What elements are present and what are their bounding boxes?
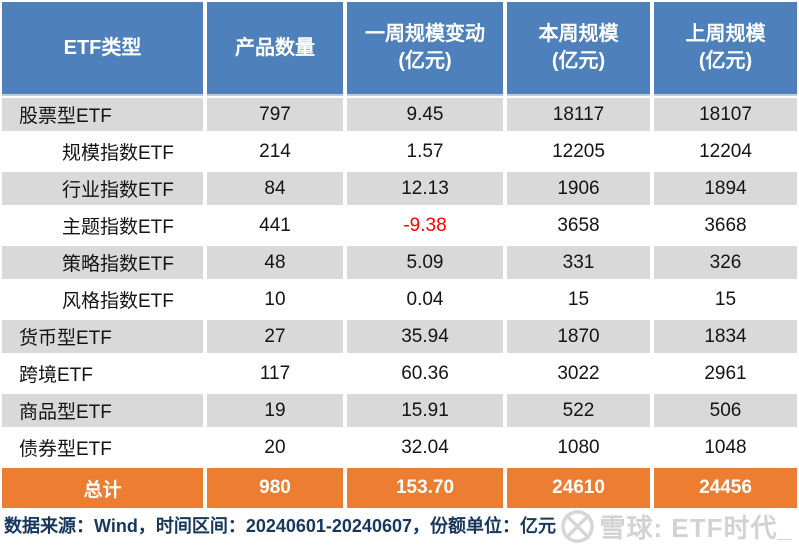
cell-last-week-scale: 1894: [654, 172, 797, 205]
cell-this-week-scale: 331: [507, 246, 650, 279]
row-label: 跨境ETF: [2, 357, 203, 390]
watermark-text: 雪球: ETF时代_: [599, 513, 793, 543]
cell-last-week-scale: 3668: [654, 209, 797, 242]
cell-product-count: 441: [207, 209, 343, 242]
cell-week-change: 5.09: [347, 246, 503, 279]
cell-product-count: 84: [207, 172, 343, 205]
row-label: 行业指数ETF: [2, 172, 203, 205]
xueqiu-logo-icon: [560, 510, 594, 543]
cell-this-week-scale: 1870: [507, 320, 650, 353]
cell-this-week-scale: 3022: [507, 357, 650, 390]
total-label: 总计: [2, 468, 203, 508]
col-header-label: 产品数量: [235, 36, 315, 59]
row-label: 货币型ETF: [2, 320, 203, 353]
col-header-label: ETF类型: [63, 36, 142, 59]
cell-product-count: 214: [207, 135, 343, 168]
cell-week-change: 1.57: [347, 135, 503, 168]
cell-last-week-scale: 1048: [654, 431, 797, 464]
total-change: 153.70: [347, 468, 503, 508]
cell-last-week-scale: 326: [654, 246, 797, 279]
watermark: 雪球: ETF时代_: [560, 507, 793, 546]
col-header-last-week-scale: 上周规模 (亿元): [654, 2, 797, 94]
col-header-etf-type: ETF类型: [2, 2, 203, 94]
cell-week-change: -9.38: [347, 209, 503, 242]
cell-week-change: 32.04: [347, 431, 503, 464]
total-this-week: 24610: [507, 468, 650, 508]
cell-product-count: 797: [207, 98, 343, 131]
cell-this-week-scale: 12205: [507, 135, 650, 168]
cell-product-count: 10: [207, 283, 343, 316]
cell-week-change: 35.94: [347, 320, 503, 353]
row-label: 债券型ETF: [2, 431, 203, 464]
col-header-label: 一周规模变动: [365, 23, 485, 45]
row-label: 股票型ETF: [2, 98, 203, 131]
cell-this-week-scale: 15: [507, 283, 650, 316]
col-header-week-change: 一周规模变动 (亿元): [347, 2, 503, 94]
cell-week-change: 0.04: [347, 283, 503, 316]
cell-last-week-scale: 12204: [654, 135, 797, 168]
row-label: 商品型ETF: [2, 394, 203, 427]
cell-product-count: 48: [207, 246, 343, 279]
total-last-week: 24456: [654, 468, 797, 508]
row-label: 主题指数ETF: [2, 209, 203, 242]
cell-last-week-scale: 506: [654, 394, 797, 427]
cell-week-change: 15.91: [347, 394, 503, 427]
cell-this-week-scale: 3658: [507, 209, 650, 242]
cell-this-week-scale: 1906: [507, 172, 650, 205]
etf-table: ETF类型 产品数量 一周规模变动 (亿元) 本周规模 (亿元) 上周规模 (亿…: [2, 2, 797, 508]
cell-this-week-scale: 18117: [507, 98, 650, 131]
cell-product-count: 20: [207, 431, 343, 464]
col-header-product-count: 产品数量: [207, 2, 343, 94]
cell-last-week-scale: 15: [654, 283, 797, 316]
row-label: 规模指数ETF: [2, 135, 203, 168]
cell-last-week-scale: 2961: [654, 357, 797, 390]
row-label: 风格指数ETF: [2, 283, 203, 316]
cell-product-count: 27: [207, 320, 343, 353]
col-header-unit: (亿元): [551, 50, 606, 72]
cell-this-week-scale: 1080: [507, 431, 650, 464]
cell-last-week-scale: 18107: [654, 98, 797, 131]
col-header-label: 上周规模: [685, 23, 766, 45]
cell-product-count: 19: [207, 394, 343, 427]
cell-week-change: 12.13: [347, 172, 503, 205]
col-header-unit: (亿元): [698, 50, 753, 72]
cell-week-change: 60.36: [347, 357, 503, 390]
col-header-this-week-scale: 本周规模 (亿元): [507, 2, 650, 94]
cell-last-week-scale: 1834: [654, 320, 797, 353]
row-label: 策略指数ETF: [2, 246, 203, 279]
cell-this-week-scale: 522: [507, 394, 650, 427]
total-count: 980: [207, 468, 343, 508]
col-header-unit: (亿元): [398, 50, 452, 72]
col-header-label: 本周规模: [538, 23, 619, 45]
cell-product-count: 117: [207, 357, 343, 390]
cell-week-change: 9.45: [347, 98, 503, 131]
data-source-note: 数据来源：Wind，时间区间：20240601-20240607，份额单位：亿元: [4, 516, 556, 536]
